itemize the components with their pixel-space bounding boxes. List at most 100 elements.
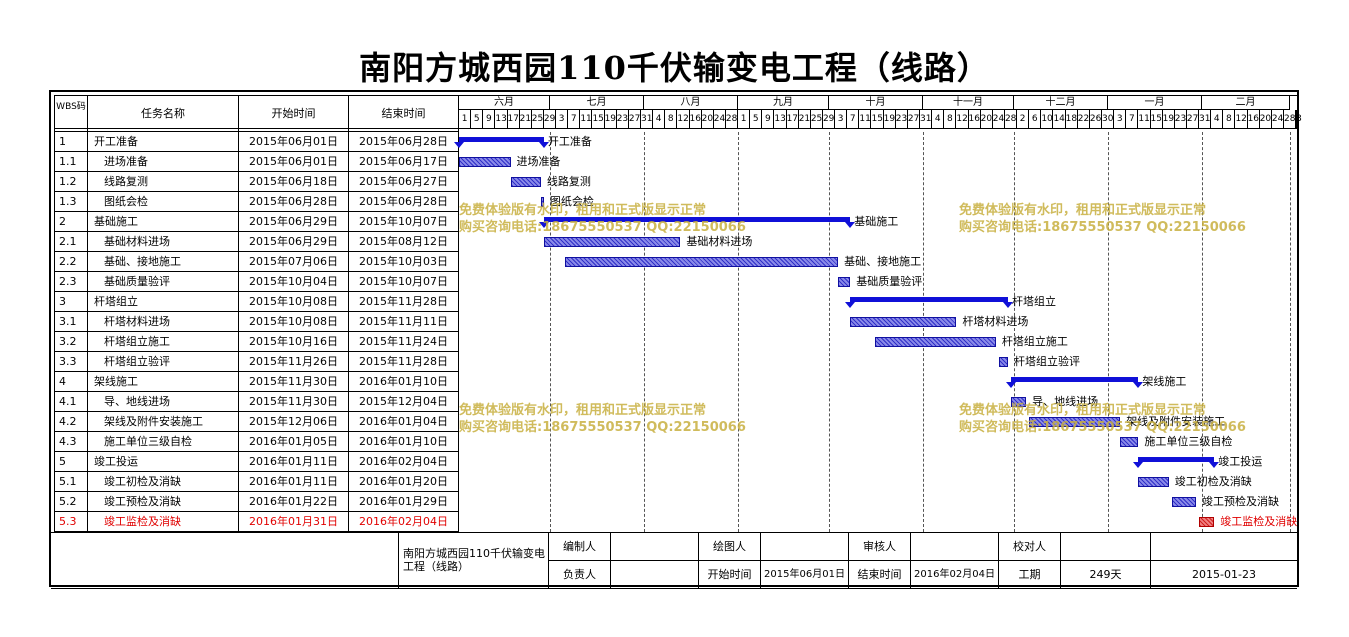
day-tick: 24 (993, 110, 1005, 128)
day-tick: 16 (969, 110, 981, 128)
task-bar[interactable] (540, 197, 544, 207)
summary-bar[interactable] (538, 217, 856, 228)
task-bar[interactable] (1120, 437, 1139, 447)
task-start-cell: 2015年10月16日 (239, 332, 349, 352)
task-end-cell: 2015年11月28日 (349, 292, 459, 312)
day-tick: 17 (508, 110, 520, 128)
task-bar[interactable] (874, 337, 996, 347)
task-name-cell: 架线施工 (88, 372, 239, 392)
day-tick: 6 (1029, 110, 1042, 128)
watermark-line2: 购买咨询电话:18675550537 QQ:22150066 (959, 220, 1246, 235)
task-wbs-cell: 5.1 (55, 472, 88, 492)
day-tick: 13 (774, 110, 787, 128)
watermark: 免费体验版有水印，租用和正式版显示正常 购买咨询电话:18675550537 Q… (959, 402, 1246, 436)
task-start-cell: 2016年01月11日 (239, 452, 349, 472)
task-end-cell: 2016年01月29日 (349, 492, 459, 512)
task-name-cell: 架线及附件安装施工 (88, 412, 239, 432)
gantt-frame: WBS码 任务名称 开始时间 结束时间 六月 七月 八月 九月 十月 十一月 十二月 一月 二月… (49, 90, 1302, 589)
task-end-cell: 2015年11月28日 (349, 352, 459, 372)
month-gridline (1290, 132, 1292, 532)
footer-blank-right (1151, 533, 1297, 561)
bar-label: 杆塔组立验评 (1013, 355, 1080, 368)
task-wbs-cell: 2.1 (55, 232, 88, 252)
task-start-cell: 2016年01月22日 (239, 492, 349, 512)
bar-label: 竣工预检及消缺 (1202, 495, 1280, 508)
footer-owner-value (611, 561, 699, 589)
day-tick: 16 (690, 110, 702, 128)
task-bar[interactable] (1199, 517, 1215, 527)
task-wbs-cell: 5.2 (55, 492, 88, 512)
task-name-cell: 基础材料进场 (88, 232, 239, 252)
task-name-cell: 杆塔组立验评 (88, 352, 239, 372)
watermark-line1: 免费体验版有水印，租用和正式版显示正常 (959, 203, 1207, 218)
task-bar[interactable] (510, 177, 541, 187)
task-bar[interactable] (1029, 417, 1121, 427)
day-tick: 7 (1126, 110, 1139, 128)
task-end-cell: 2015年11月11日 (349, 312, 459, 332)
month-gridline (829, 132, 831, 532)
task-bar[interactable] (543, 237, 681, 247)
task-bar[interactable] (1011, 397, 1027, 407)
month-gridline (549, 132, 551, 532)
watermark-line1: 免费体验版有水印，租用和正式版显示正常 (459, 203, 707, 218)
day-tick: 9 (762, 110, 775, 128)
task-end-cell: 2016年01月10日 (349, 372, 459, 392)
summary-bar[interactable] (845, 297, 1013, 308)
task-bar[interactable] (1138, 477, 1169, 487)
bar-label: 架线施工 (1142, 375, 1187, 388)
task-name-cell: 线路复测 (88, 172, 239, 192)
day-tick: 23 (896, 110, 908, 128)
summary-bar[interactable] (1133, 457, 1220, 468)
day-tick: 11 (859, 110, 872, 128)
task-wbs-cell: 1.1 (55, 152, 88, 172)
footer-start-label: 开始时间 (699, 561, 761, 589)
bar-label: 基础、接地施工 (844, 255, 922, 268)
task-name-cell: 杆塔组立施工 (88, 332, 239, 352)
footer-end-value: 2016年02月04日 (911, 561, 999, 589)
task-end-cell: 2016年01月10日 (349, 432, 459, 452)
day-tick: 27 (908, 110, 920, 128)
task-start-cell: 2015年10月04日 (239, 272, 349, 292)
day-tick: 21 (520, 110, 532, 128)
task-end-cell: 2015年06月28日 (349, 132, 459, 152)
footer-editor-value (611, 533, 699, 561)
bar-label: 图纸会检 (549, 195, 594, 208)
task-end-cell: 2015年12月04日 (349, 392, 459, 412)
day-tick: 27 (1187, 110, 1200, 128)
summary-bar[interactable] (1005, 377, 1144, 388)
day-tick: 28 (1005, 110, 1018, 128)
task-bar[interactable] (850, 317, 957, 327)
task-wbs-cell: 2.2 (55, 252, 88, 272)
day-tick: 26 (1090, 110, 1102, 128)
page-title: 南阳方城西园110千伏输变电工程（线路） (359, 49, 990, 87)
day-tick: 12 (956, 110, 969, 128)
bar-label: 基础施工 (854, 215, 899, 228)
task-name-cell: 开工准备 (88, 132, 239, 152)
task-bar[interactable] (998, 357, 1008, 367)
task-bar[interactable] (565, 257, 839, 267)
task-end-cell: 2015年10月03日 (349, 252, 459, 272)
bar-label: 竣工初检及消缺 (1174, 475, 1252, 488)
summary-bar[interactable] (454, 137, 549, 148)
task-name-cell: 进场准备 (88, 152, 239, 172)
task-start-cell: 2015年07月06日 (239, 252, 349, 272)
timeline-bottom-border (55, 128, 1297, 129)
footer-blank (51, 533, 399, 589)
task-start-cell: 2015年11月30日 (239, 392, 349, 412)
task-bar[interactable] (459, 157, 511, 167)
day-tick: 18 (1066, 110, 1078, 128)
month-gridline (738, 132, 740, 532)
day-tick: 20 (1260, 110, 1272, 128)
watermark-line2: 购买咨询电话:18675550537 QQ:22150066 (459, 420, 746, 435)
day-tick: 15 (871, 110, 884, 128)
task-bar[interactable] (838, 277, 851, 287)
day-tick: 28 (1284, 110, 1297, 128)
day-tick: 11 (580, 110, 593, 128)
task-bar[interactable] (1171, 497, 1196, 507)
task-end-cell: 2015年06月17日 (349, 152, 459, 172)
task-start-cell: 2015年06月01日 (239, 132, 349, 152)
month-gridline (1014, 132, 1016, 532)
footer-end-label: 结束时间 (849, 561, 911, 589)
day-tick: 30 (1102, 110, 1115, 128)
footer-checker-label: 校对人 (999, 533, 1061, 561)
